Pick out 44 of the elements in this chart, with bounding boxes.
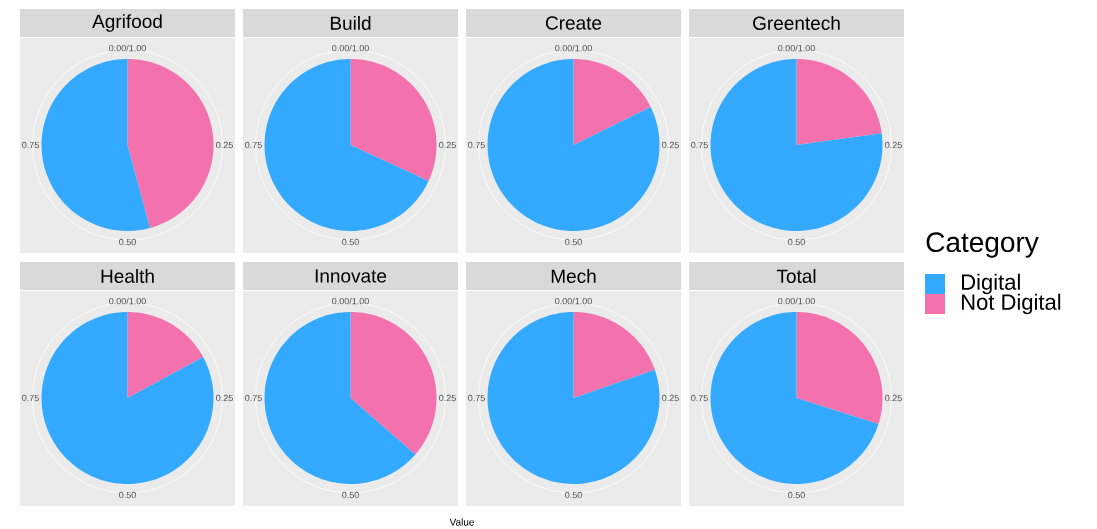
text: 0.00/1.00 [332, 44, 369, 52]
chart-title: Innovate [315, 269, 387, 283]
chart-title: Agrifood [92, 14, 162, 32]
text: 0.00/1.00 [778, 297, 815, 305]
chart-title: Create [545, 16, 602, 30]
legend-label: Digital [962, 273, 1020, 295]
text: 0.00/1.00 [778, 44, 815, 52]
text: 0.50 [788, 238, 805, 246]
text: 0.50 [565, 491, 582, 499]
chart-title: Total [776, 269, 816, 283]
text: 0.25 [216, 141, 233, 149]
text: 0.75 [22, 394, 39, 402]
text: 0.75 [691, 141, 708, 149]
text: 0.50 [565, 238, 582, 246]
text: 0.25 [885, 394, 902, 402]
chart-title: Greentech [753, 16, 840, 30]
text: 0.00/1.00 [109, 297, 146, 305]
chart-title: Mech [551, 269, 596, 283]
text: 0.50 [788, 491, 805, 499]
chart-title: Health [101, 269, 154, 283]
text: 0.00/1.00 [332, 297, 369, 305]
text: 0.75 [245, 141, 262, 149]
text: 0.50 [342, 238, 359, 246]
text: 0.25 [216, 394, 233, 402]
text: 0.00/1.00 [109, 44, 146, 52]
chart-title: Build [330, 16, 371, 30]
text: 0.75 [245, 394, 262, 402]
text: 0.75 [468, 141, 485, 149]
text: 0.75 [468, 394, 485, 402]
text: 0.50 [342, 491, 359, 499]
text: 0.50 [119, 238, 136, 246]
text: 0.50 [119, 491, 136, 499]
text: 0.00/1.00 [555, 297, 592, 305]
text: 0.25 [662, 394, 679, 402]
text: 0.00/1.00 [555, 44, 592, 52]
legend-label: Not Digital [962, 293, 1061, 315]
legend-title: Category [926, 232, 1039, 258]
text: Value [449, 518, 474, 526]
text: 0.75 [22, 141, 39, 149]
text: 0.25 [885, 141, 902, 149]
text: 0.75 [691, 394, 708, 402]
text: 0.25 [439, 141, 456, 149]
text: 0.25 [439, 394, 456, 402]
text: 0.25 [662, 141, 679, 149]
